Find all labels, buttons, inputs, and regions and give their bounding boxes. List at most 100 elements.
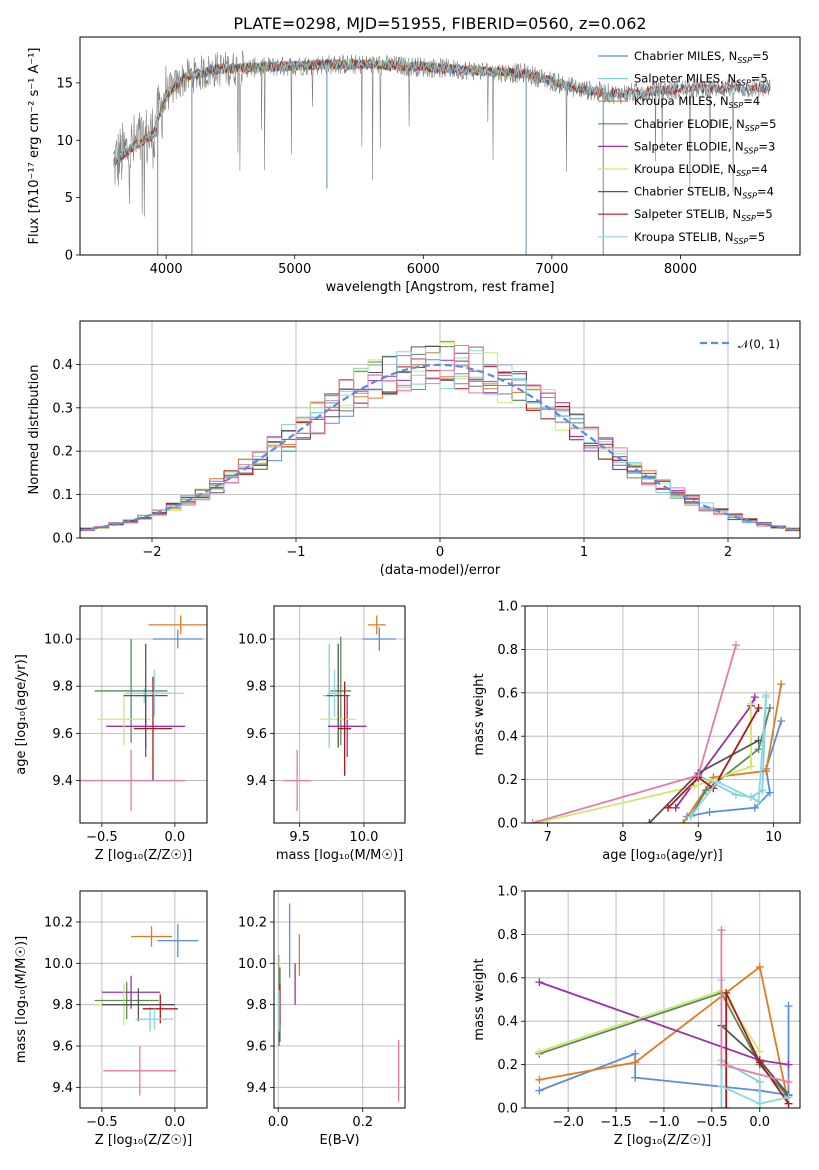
errorbars xyxy=(282,615,397,812)
y-tick-label: 10.0 xyxy=(238,633,267,648)
weight-marker xyxy=(755,1047,764,1056)
y-tick-label: 10.0 xyxy=(238,957,267,972)
x-axis-label: Z [log₁₀(Z/Z☉)] xyxy=(614,1133,711,1148)
weight-marker xyxy=(765,788,774,797)
y-tick-label: 10.2 xyxy=(238,916,267,931)
axes-frame xyxy=(79,890,208,1109)
x-axis-label: E(B-V) xyxy=(319,1133,359,1148)
x-tick-label: 0.0 xyxy=(165,1115,186,1130)
y-axis-label: mass weight xyxy=(472,958,487,1040)
y-tick-label: 0.4 xyxy=(52,358,73,373)
errorbar-panel: 9.5 10.0 9.4 9.6 9.8 10.0 mass [log₁₀(M/M☉)] xyxy=(238,605,406,863)
weight-marker xyxy=(784,1002,793,1011)
x-tick-label: 10 xyxy=(765,830,782,845)
errorbars xyxy=(278,903,400,1102)
y-tick-label: 9.4 xyxy=(246,1081,267,1096)
y-tick-label: 0.3 xyxy=(52,401,73,416)
errorbar-panel: −0.5 0.0 9.4 9.6 9.8 10.0 10.2 Z [log₁₀(Z/Z☉)] m… xyxy=(14,890,208,1148)
x-tick-label: 5000 xyxy=(278,262,311,277)
y-tick-label: 5 xyxy=(65,191,73,206)
weight-marker xyxy=(784,1060,793,1069)
x-tick-label: −0.5 xyxy=(86,1115,118,1130)
weight-marker xyxy=(671,803,680,812)
x-axis-label: age [log₁₀(age/yr)] xyxy=(602,848,723,863)
y-axis-label: mass [log₁₀(M/M☉)] xyxy=(14,936,29,1063)
x-tick-label: 0.0 xyxy=(749,1115,770,1130)
weight-line xyxy=(536,703,752,823)
weight-marker xyxy=(679,819,688,823)
weight-marker xyxy=(631,1073,640,1082)
y-tick-label: 0 xyxy=(65,249,73,264)
y-tick-label: 0.0 xyxy=(497,817,518,832)
weight-panel: −2.0 −1.5 −1.0 −0.5 0.0 0.0 0.2 0.4 0.6 0.8 1.0 Z [… xyxy=(472,885,801,1148)
weight-marker xyxy=(631,1049,640,1058)
legend-label: Kroupa ELODIE, NSSP=4 xyxy=(634,162,768,178)
weight-marker xyxy=(762,690,771,699)
errorbars xyxy=(94,924,199,1096)
weight-marker xyxy=(777,717,786,726)
residual-panel: −2 −1 0 1 2 0.0 0.1 0.2 0.3 0.4 (data-model)/error… xyxy=(27,320,801,578)
y-tick-label: 9.6 xyxy=(52,727,73,742)
y-tick-label: 10.2 xyxy=(44,916,73,931)
y-tick-label: 0.8 xyxy=(497,643,518,658)
x-tick-label: −2.0 xyxy=(552,1115,584,1130)
model-spectrum xyxy=(113,58,771,167)
axes-frame xyxy=(273,605,406,824)
weight-marker xyxy=(645,819,654,823)
y-tick-label: 9.8 xyxy=(52,998,73,1013)
weight-panel: 7 8 9 10 0.0 0.2 0.4 0.6 0.8 1.0 age [log₁₀(age/yr… xyxy=(472,600,801,863)
weight-marker xyxy=(722,988,731,997)
weight-marker xyxy=(690,782,699,791)
legend-label: 𝒩(0, 1) xyxy=(738,337,780,351)
y-axis-label: Normed distribution xyxy=(27,365,42,495)
weight-marker xyxy=(754,703,763,712)
weight-line xyxy=(725,992,790,1108)
weight-marker xyxy=(731,641,740,650)
weight-marker xyxy=(754,736,763,745)
axes-frame xyxy=(79,605,208,824)
y-axis-label: Flux [fλ10⁻¹⁷ erg cm⁻² s⁻¹ A⁻¹] xyxy=(27,48,42,245)
x-tick-label: −1.0 xyxy=(648,1115,680,1130)
legend-label: Chabrier STELIB, NSSP=4 xyxy=(634,185,774,201)
weight-marker xyxy=(686,812,695,821)
x-tick-label: 10.0 xyxy=(349,830,378,845)
y-axis-label: mass weight xyxy=(472,673,487,755)
weight-marker xyxy=(784,1077,793,1086)
errorbars xyxy=(80,615,207,812)
y-tick-label: 0.6 xyxy=(497,686,518,701)
x-tick-label: 0.0 xyxy=(268,1115,289,1130)
weight-marker xyxy=(750,693,759,702)
x-tick-label: 9 xyxy=(694,830,702,845)
x-tick-label: −2 xyxy=(142,545,161,560)
weight-marker xyxy=(765,703,774,712)
x-tick-label: 1 xyxy=(580,545,588,560)
x-tick-label: 0 xyxy=(436,545,444,560)
x-axis-label: (data-model)/error xyxy=(380,563,501,578)
weight-marker xyxy=(755,1077,764,1086)
y-tick-label: 0.2 xyxy=(497,773,518,788)
weight-line xyxy=(690,694,767,818)
weight-line xyxy=(667,707,760,809)
y-tick-label: 0.1 xyxy=(52,488,73,503)
y-axis-label: age [log₁₀(age/yr)] xyxy=(14,654,29,775)
y-tick-label: 0.0 xyxy=(52,532,73,547)
x-tick-label: 2 xyxy=(724,545,732,560)
legend-label: Salpeter STELIB, NSSP=5 xyxy=(634,207,773,223)
x-axis-label: Z [log₁₀(Z/Z☉)] xyxy=(95,848,192,863)
x-tick-label: −1.5 xyxy=(600,1115,632,1130)
errorbar-panel: 0.0 0.2 9.4 9.6 9.8 10.0 10.2 E(B-V) xyxy=(238,890,406,1148)
y-tick-label: 0.4 xyxy=(497,1015,518,1030)
weight-marker xyxy=(717,1082,726,1091)
weight-lines xyxy=(528,641,786,823)
weight-marker xyxy=(631,1058,640,1067)
y-tick-label: 1.0 xyxy=(497,885,518,900)
x-axis-label: mass [log₁₀(M/M☉)] xyxy=(276,848,403,863)
weight-marker xyxy=(754,797,763,806)
weight-marker xyxy=(762,766,771,775)
x-tick-label: −0.5 xyxy=(86,830,118,845)
axes-frame xyxy=(524,890,801,1109)
y-tick-label: 10 xyxy=(56,134,73,149)
y-tick-label: 9.6 xyxy=(246,1040,267,1055)
axes-frame xyxy=(273,890,406,1109)
